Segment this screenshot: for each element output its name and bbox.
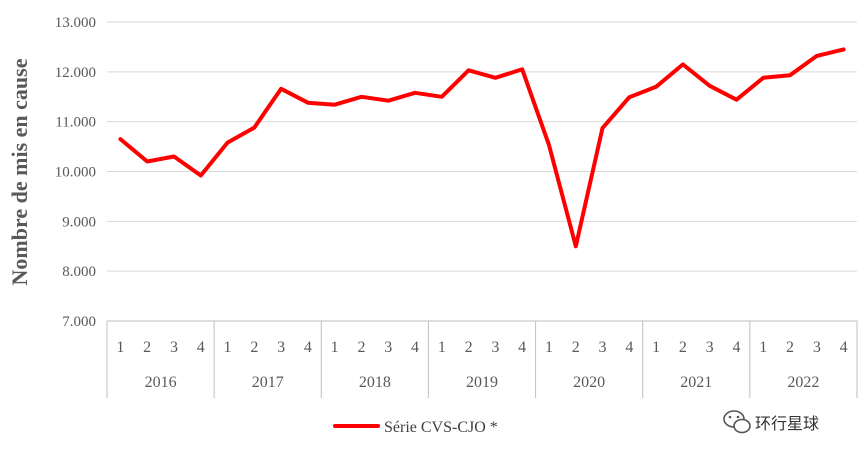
y-tick-label: 11.000 [55,115,96,131]
series-line [118,47,846,249]
x-tick-year: 2021 [680,374,712,391]
y-axis-label: Nombre de mis en cause [7,58,32,285]
x-tick-year: 2018 [359,374,391,391]
x-tick-quarter: 2 [786,339,794,356]
x-tick-year: 2016 [145,374,177,391]
x-tick-year: 2017 [252,374,284,391]
x-tick-quarter: 3 [599,339,607,356]
x-tick-quarter: 4 [625,339,633,356]
x-tick-quarter: 2 [143,339,151,356]
x-tick-quarter: 4 [197,339,205,356]
y-tick-label: 9.000 [62,214,96,230]
x-tick-year: 2019 [466,374,498,391]
x-tick-quarter: 1 [545,339,553,356]
legend-label: Série CVS-CJO * [384,419,498,436]
gridlines [107,21,857,322]
x-tick-quarter: 3 [813,339,821,356]
series-lines [118,47,846,249]
x-tick-quarter: 2 [465,339,473,356]
x-tick-quarter: 1 [331,339,339,356]
y-tick-label: 7.000 [62,314,96,330]
x-tick-quarter: 2 [250,339,258,356]
x-tick-quarter: 3 [170,339,178,356]
watermark-text: 环行星球 [755,414,819,433]
x-tick-quarter: 4 [411,339,419,356]
x-tick-quarter: 4 [304,339,312,356]
x-tick-quarter: 1 [652,339,660,356]
x-tick-quarter: 4 [732,339,740,356]
y-tick-label: 8.000 [62,264,96,280]
y-tick-label: 12.000 [55,65,96,81]
x-tick-quarter: 1 [759,339,767,356]
x-axis: 1 2 3 4 2016 1 2 3 4 2017 1 2 3 4 2018 1 2 3 4 2019 1 2 3 4 2020… [106,320,858,398]
x-tick-year: 2020 [573,374,605,391]
legend: Série CVS-CJO * [333,419,498,436]
x-tick-quarter: 1 [224,339,232,356]
wechat-icon [723,410,751,434]
y-tick-label: 13.000 [55,15,96,31]
x-tick-quarter: 4 [840,339,848,356]
y-axis-ticks: 7.000 8.000 9.000 10.000 11.000 12.000 13.000 [55,15,96,330]
x-tick-quarter: 3 [491,339,499,356]
x-tick-quarter: 1 [116,339,124,356]
x-tick-quarter: 2 [679,339,687,356]
x-tick-quarter: 2 [572,339,580,356]
x-tick-year: 2022 [787,374,819,391]
y-tick-label: 10.000 [55,165,96,181]
x-tick-quarter: 3 [706,339,714,356]
x-tick-quarter: 2 [357,339,365,356]
x-tick-quarter: 3 [384,339,392,356]
x-tick-quarter: 1 [438,339,446,356]
watermark: 环行星球 [723,410,819,434]
x-tick-quarter: 3 [277,339,285,356]
x-tick-quarter: 4 [518,339,526,356]
